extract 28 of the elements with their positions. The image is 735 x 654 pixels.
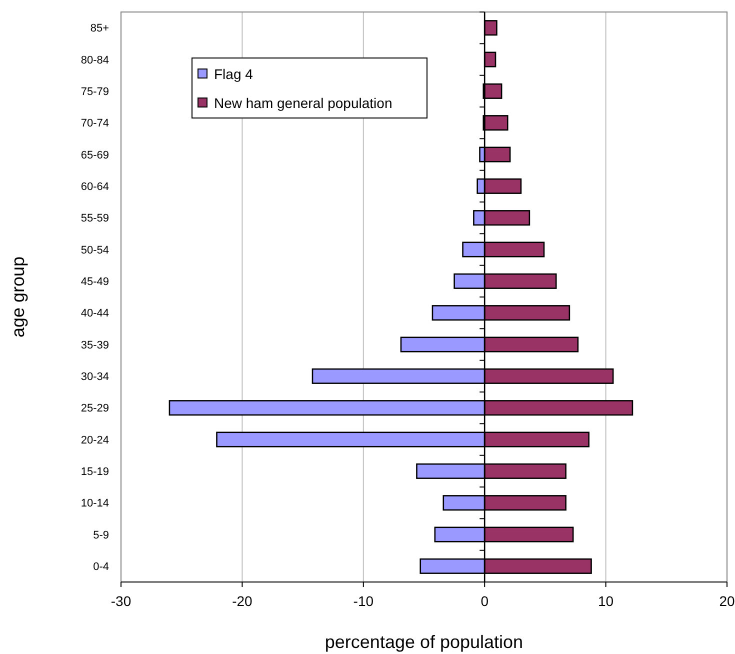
y-tick-label: 70-74 [80,118,109,130]
y-tick-label: 80-84 [80,54,109,66]
y-axis-title: age group [8,256,28,338]
legend-label: Flag 4 [214,66,254,82]
y-tick-label: 60-64 [80,181,109,194]
y-tick-label: 40-44 [80,308,109,320]
y-tick-label: 10-14 [80,498,109,510]
y-tick-label: 45-49 [80,276,109,288]
legend-label: New ham general population [214,94,392,111]
x-tick-label: -10 [353,593,374,609]
y-tick-label: 65-69 [80,149,109,162]
x-tick-label: 0 [480,593,489,609]
x-tick-label: 10 [598,593,614,609]
y-tick-label: 20-24 [80,434,109,446]
y-tick-label: 15-19 [80,466,109,478]
y-tick-label: 55-59 [80,212,109,225]
y-tick-label: 75-79 [80,86,109,98]
x-tick-label: -30 [110,593,132,609]
y-tick-label: 30-34 [80,371,109,384]
y-tick-label: 85+ [90,22,109,35]
y-tick-label: 0-4 [93,561,109,574]
y-tick-label: 50-54 [80,244,109,256]
x-tick-label: -20 [232,593,253,609]
x-tick-label: 20 [719,593,735,609]
y-tick-label: 5-9 [93,529,109,542]
y-tick-label: 35-39 [80,339,109,352]
x-axis-title: percentage of population [324,632,524,652]
y-tick-label: 25-29 [80,402,109,415]
